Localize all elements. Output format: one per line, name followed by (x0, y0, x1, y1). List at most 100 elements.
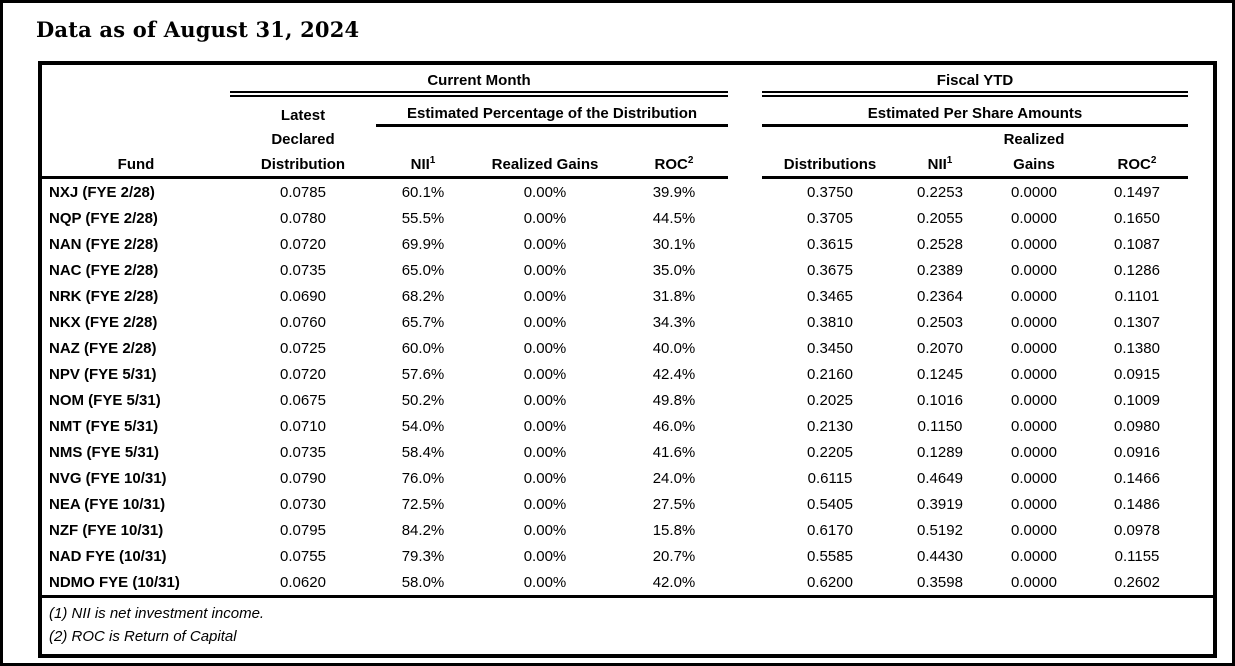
cm-roc-cell: 41.6% (652, 443, 696, 461)
cm-roc-cell: 40.0% (652, 339, 696, 357)
col-header-ytd-distributions: Distributions (762, 148, 898, 179)
ytd-distributions-cell: 0.3465 (807, 287, 853, 305)
ytd-roc-cell: 0.0978 (1114, 521, 1160, 539)
ytd-distributions-cell: 0.3450 (807, 339, 853, 357)
right-spacer (1188, 148, 1215, 178)
fund-cell: NVG (FYE 10/31) (49, 469, 167, 487)
header-current-month: Current Month (230, 63, 728, 97)
cm-roc-cell: 42.4% (652, 365, 696, 383)
ytd-roc-cell: 0.1155 (1114, 547, 1160, 565)
empty-cell (40, 126, 230, 149)
cm-realized-gains-cell: 0.00% (523, 443, 567, 461)
col-header-distribution: Distribution (230, 148, 376, 179)
table-row: NRK (FYE 2/28) 0.0690 68.2% 0.00% 31.8% 0.346… (40, 283, 1215, 309)
ytd-roc-cell: 0.1486 (1114, 495, 1160, 513)
ytd-realized-gains-cell: 0.0000 (1011, 313, 1057, 331)
right-spacer-cell (1188, 517, 1215, 543)
cm-realized-gains-cell: 0.00% (523, 235, 567, 253)
latest-declared-cell: 0.0720 (280, 365, 326, 383)
group-gap (728, 126, 762, 149)
cm-realized-gains-cell: 0.00% (523, 261, 567, 279)
group-gap (728, 63, 762, 94)
cm-nii-cell: 69.9% (401, 235, 445, 253)
group-gap-cell (728, 361, 762, 387)
cm-roc-cell: 44.5% (652, 209, 696, 227)
table-row: NKX (FYE 2/28) 0.0760 65.7% 0.00% 34.3% 0.381… (40, 309, 1215, 335)
ytd-distributions-cell: 0.3675 (807, 261, 853, 279)
table-body: NXJ (FYE 2/28) 0.0785 60.1% 0.00% 39.9% 0.375… (40, 178, 1215, 597)
ytd-roc-cell: 0.0980 (1114, 417, 1160, 435)
ytd-nii-cell: 0.2528 (917, 235, 963, 253)
table-row: NZF (FYE 10/31) 0.0795 84.2% 0.00% 15.8% 0.61… (40, 517, 1215, 543)
fund-cell: NOM (FYE 5/31) (49, 391, 161, 409)
cm-realized-gains-cell: 0.00% (523, 365, 567, 383)
latest-declared-cell: 0.0790 (280, 469, 326, 487)
table-row: NVG (FYE 10/31) 0.0790 76.0% 0.00% 24.0% 0.61… (40, 465, 1215, 491)
cm-realized-gains-cell: 0.00% (523, 339, 567, 357)
cm-realized-gains-cell: 0.00% (523, 573, 567, 591)
group-gap-cell (728, 387, 762, 413)
ytd-roc-cell: 0.1101 (1114, 287, 1160, 305)
table-row: NAN (FYE 2/28) 0.0720 69.9% 0.00% 30.1% 0.361… (40, 231, 1215, 257)
header-est-pct-of-distribution: Estimated Percentage of the Distribution (376, 94, 728, 127)
ytd-realized-gains-cell: 0.0000 (1011, 443, 1057, 461)
table-header: Current Month Fiscal YTD Latest Estimate… (40, 63, 1215, 179)
cm-nii-cell: 68.2% (401, 287, 445, 305)
col-header-cm-realized-gains: Realized Gains (470, 148, 620, 179)
group-gap-cell (728, 569, 762, 597)
cm-nii-cell: 60.0% (401, 339, 445, 357)
cm-realized-gains-cell: 0.00% (523, 495, 567, 513)
ytd-nii-cell: 0.1016 (917, 391, 963, 409)
table-row: NAZ (FYE 2/28) 0.0725 60.0% 0.00% 40.0% 0.345… (40, 335, 1215, 361)
ytd-realized-gains-cell: 0.0000 (1011, 209, 1057, 227)
footnote-nii: (1) NII is net investment income. (49, 605, 265, 622)
footnote-row: (1) NII is net investment income. (2) RO… (40, 595, 1215, 656)
empty-cell (762, 126, 898, 149)
cm-nii-cell: 58.4% (401, 443, 445, 461)
fund-cell: NAC (FYE 2/28) (49, 261, 159, 279)
ytd-realized-gains-cell: 0.0000 (1011, 287, 1057, 305)
cm-roc-cell: 24.0% (652, 469, 696, 487)
distribution-table: Current Month Fiscal YTD Latest Estimate… (38, 61, 1217, 658)
cm-roc-cell: 31.8% (652, 287, 696, 305)
latest-declared-cell: 0.0730 (280, 495, 326, 513)
fund-cell: NMS (FYE 5/31) (49, 443, 160, 461)
right-spacer-cell (1188, 309, 1215, 335)
table-row: NQP (FYE 2/28) 0.0780 55.5% 0.00% 44.5% 0.370… (40, 205, 1215, 231)
ytd-distributions-cell: 0.2160 (807, 365, 853, 383)
group-gap-cell (728, 465, 762, 491)
footnotes: (1) NII is net investment income. (2) RO… (40, 595, 1215, 656)
ytd-roc-cell: 0.0915 (1114, 365, 1160, 383)
ytd-realized-gains-cell: 0.0000 (1011, 183, 1057, 201)
ytd-distributions-cell: 0.6170 (807, 521, 853, 539)
table-row: NMS (FYE 5/31) 0.0735 58.4% 0.00% 41.6% 0.220… (40, 439, 1215, 465)
ytd-nii-cell: 0.3598 (917, 573, 963, 591)
empty-cell (1086, 126, 1188, 149)
ytd-roc-cell: 0.1009 (1114, 391, 1160, 409)
cm-realized-gains-cell: 0.00% (523, 547, 567, 565)
fund-cell: NZF (FYE 10/31) (49, 521, 164, 539)
ytd-distributions-cell: 0.6115 (807, 469, 853, 487)
col-header-ytd-roc: ROC2 (1086, 148, 1188, 179)
ytd-roc-cell: 0.0916 (1114, 443, 1160, 461)
group-gap-cell (728, 205, 762, 231)
latest-declared-cell: 0.0760 (280, 313, 326, 331)
cm-roc-cell: 49.8% (652, 391, 696, 409)
empty-corner (40, 63, 230, 94)
ytd-roc-cell: 0.2602 (1114, 573, 1160, 591)
group-gap (728, 148, 762, 178)
cm-roc-cell: 39.9% (652, 183, 696, 201)
right-spacer (1188, 94, 1215, 126)
table-row: NAC (FYE 2/28) 0.0735 65.0% 0.00% 35.0% 0.367… (40, 257, 1215, 283)
ytd-roc-cell: 0.1380 (1114, 339, 1160, 357)
latest-declared-cell: 0.0725 (280, 339, 326, 357)
fund-cell: NQP (FYE 2/28) (49, 209, 158, 227)
group-gap-cell (728, 178, 762, 206)
mid-header-row: Declared Realized (40, 126, 1215, 149)
right-spacer-cell (1188, 231, 1215, 257)
table-row: NEA (FYE 10/31) 0.0730 72.5% 0.00% 27.5% 0.54… (40, 491, 1215, 517)
col-header-ytd-gains: Gains (982, 148, 1086, 179)
right-spacer-cell (1188, 178, 1215, 206)
right-spacer (1188, 63, 1215, 94)
ytd-nii-cell: 0.3919 (917, 495, 963, 513)
